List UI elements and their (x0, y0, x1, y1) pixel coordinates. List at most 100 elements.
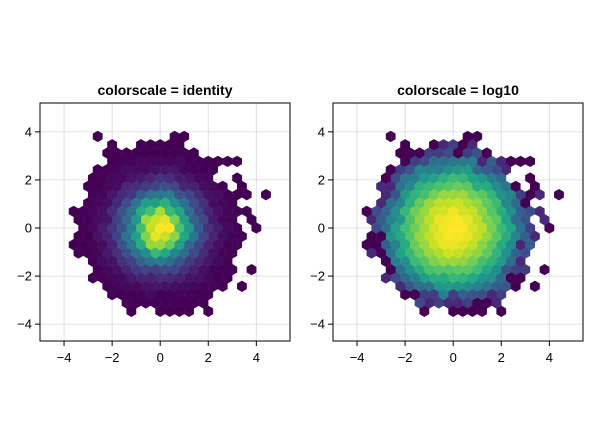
hexbin-cell (505, 155, 516, 168)
hexbin-cell (121, 263, 132, 276)
hexbin-cell (481, 280, 492, 292)
hexbin-cell (87, 272, 98, 284)
hexbin-cell (453, 297, 463, 309)
hexbin-cell (131, 263, 142, 276)
hexbin-cell (155, 139, 166, 151)
hexbin-cell (232, 189, 243, 201)
hexbin-cell (491, 230, 502, 242)
hexbin-cell (448, 288, 459, 301)
hexbin-layer (361, 130, 564, 317)
hexbin-cell (164, 239, 175, 251)
hexbin-cell (121, 230, 132, 242)
hexbin-cell (395, 147, 406, 159)
hexbin-cell (140, 197, 151, 209)
hexbin-cell (491, 280, 502, 292)
hexbin-cell (443, 230, 454, 242)
hexbin-cell (400, 255, 411, 267)
hexbin-cell (174, 239, 185, 251)
hexbin-cell (112, 263, 122, 276)
hexbin-cell (140, 180, 151, 193)
hexbin-cell (83, 214, 93, 226)
hexbin-cell (126, 155, 137, 168)
x-tick-label: −4 (350, 350, 365, 365)
hexbin-cell (472, 130, 483, 143)
hexbin-cell (457, 155, 468, 168)
axes-frame (332, 102, 584, 342)
hexbin-cell (227, 247, 238, 259)
hexbin-cell (188, 297, 199, 309)
hexbin-cell (505, 239, 516, 251)
hexbin-cell (457, 288, 468, 301)
hexbin-cell (136, 272, 146, 284)
hexbin-cell (169, 164, 180, 176)
hexbin-cell (174, 272, 185, 284)
panel-log10: −4 −2 0 2 4 −4 −2 0 2 4 colorscale = log10 (310, 82, 584, 365)
hexbin-cell (87, 255, 98, 267)
hexbin-cell (73, 214, 84, 226)
hexbin-cell (453, 197, 463, 209)
hexbin-cell (107, 222, 118, 234)
hexbin-cell (112, 247, 122, 259)
hexbin-cell (179, 297, 190, 309)
hexbin-cell (390, 272, 401, 284)
hexbin-cell (477, 172, 487, 184)
hexbin-cell (198, 164, 209, 176)
hexbin-cell (87, 172, 98, 184)
hexbin-cell (376, 230, 386, 242)
hexbin-cell (395, 214, 406, 226)
hexbin-cell (477, 189, 487, 201)
hexbin-cell (419, 155, 430, 168)
hexbin-cell (414, 247, 425, 259)
hexbin-cell (424, 230, 435, 242)
hexbin-cell (400, 239, 411, 251)
hexbin-cell (443, 280, 454, 292)
hexbin-cell (515, 189, 526, 201)
hexbin-cell (414, 164, 425, 176)
hexbin-cell (188, 197, 199, 209)
hexbin-cell (155, 239, 166, 251)
hexbin-cell (78, 222, 89, 234)
hexbin-cell (361, 239, 372, 251)
hexbin-cell (140, 247, 151, 259)
hexbin-cell (131, 280, 142, 292)
hexbin-cell (112, 230, 122, 242)
hexbin-cell (97, 272, 108, 284)
hexbin-cell (429, 189, 439, 201)
hexbin-cell (457, 139, 468, 151)
hexbin-cell (246, 214, 257, 226)
hexbin-cell (212, 155, 223, 168)
hexbin-cell (405, 197, 415, 209)
hexbin-cell (433, 214, 444, 226)
hexbin-cell (107, 139, 118, 151)
hexbin-cell (534, 189, 545, 201)
hexbin-cell (448, 255, 459, 267)
hexbin-cell (371, 239, 382, 251)
hexbin-cell (477, 205, 487, 218)
hexbin-cell (121, 280, 132, 292)
hexbin-cell (155, 288, 166, 301)
hexbin-cell (102, 180, 113, 193)
hexbin-cell (212, 255, 223, 267)
hexbin-cell (390, 239, 401, 251)
hexbin-cell (217, 230, 228, 242)
hexbin-cell (405, 247, 415, 259)
hexbin-cell (102, 197, 113, 209)
hexbin-cell (160, 247, 170, 259)
hexbin-cell (385, 197, 396, 209)
hexbin-cell (409, 272, 420, 284)
hexbin-cell (174, 205, 185, 218)
hexbin-cell (438, 205, 449, 218)
hexbin-cell (424, 180, 435, 193)
hexbin-cell (400, 155, 411, 168)
hexbin-cell (222, 222, 233, 234)
hexbin-cell (222, 272, 233, 284)
hexbin-cell (145, 255, 156, 267)
hexbin-cell (448, 155, 459, 168)
hexbin-cell (395, 164, 406, 176)
hexbin-cell (405, 180, 415, 193)
hexbin-cell (477, 155, 487, 168)
x-tick-label: 4 (546, 350, 553, 365)
y-tick-label: 2 (25, 172, 32, 187)
hexbin-cell (208, 180, 218, 193)
hexbin-cell (222, 205, 233, 218)
